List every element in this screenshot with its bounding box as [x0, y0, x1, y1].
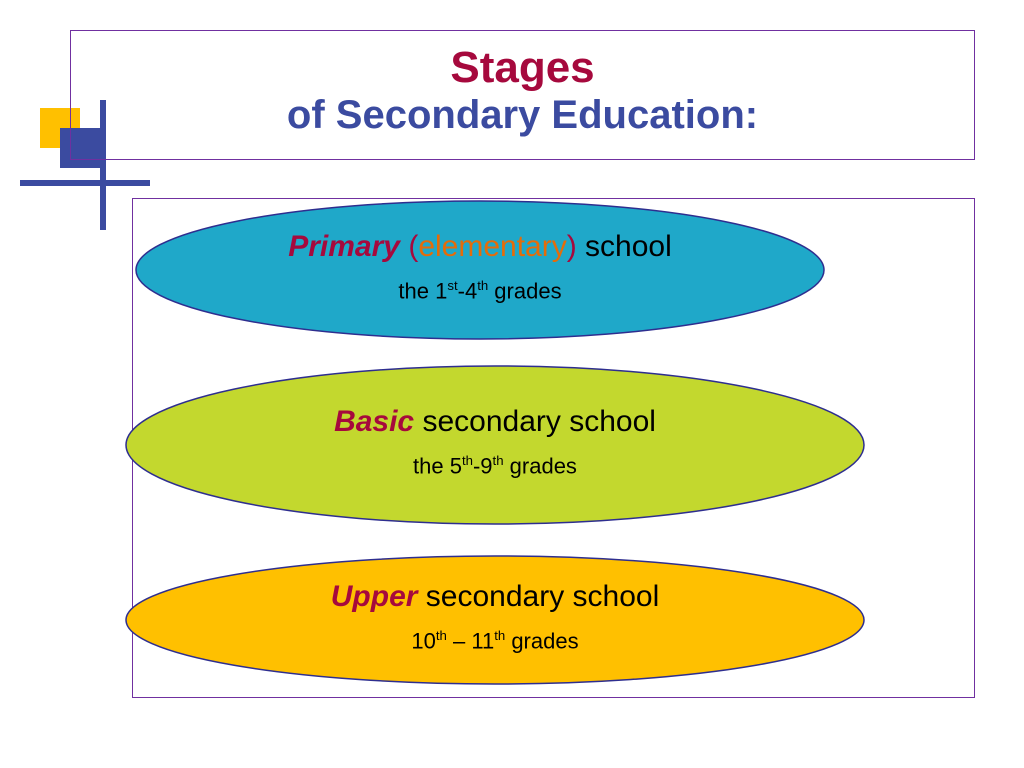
stage-title-1: Primary (elementary) school	[135, 230, 825, 264]
stage-subtitle-2: the 5th-9th grades	[125, 453, 865, 479]
stage-ellipse-1: Primary (elementary) school the 1st-4th g…	[135, 200, 825, 340]
stage-subtitle-3: 10th – 11th grades	[125, 628, 865, 654]
stage-ellipse-2: Basic secondary school the 5th-9th grades	[125, 365, 865, 525]
stage-title-2: Basic secondary school	[125, 405, 865, 439]
deco-horizontal-bar	[20, 180, 150, 186]
title-block: Stages of Secondary Education:	[71, 43, 974, 138]
title-line-1: Stages	[71, 43, 974, 93]
title-frame: Stages of Secondary Education:	[70, 30, 975, 160]
stage-title-3: Upper secondary school	[125, 580, 865, 614]
stage-ellipse-3: Upper secondary school 10th – 11th grades	[125, 555, 865, 685]
stage-subtitle-1: the 1st-4th grades	[135, 278, 825, 304]
title-line-2: of Secondary Education:	[71, 93, 974, 138]
